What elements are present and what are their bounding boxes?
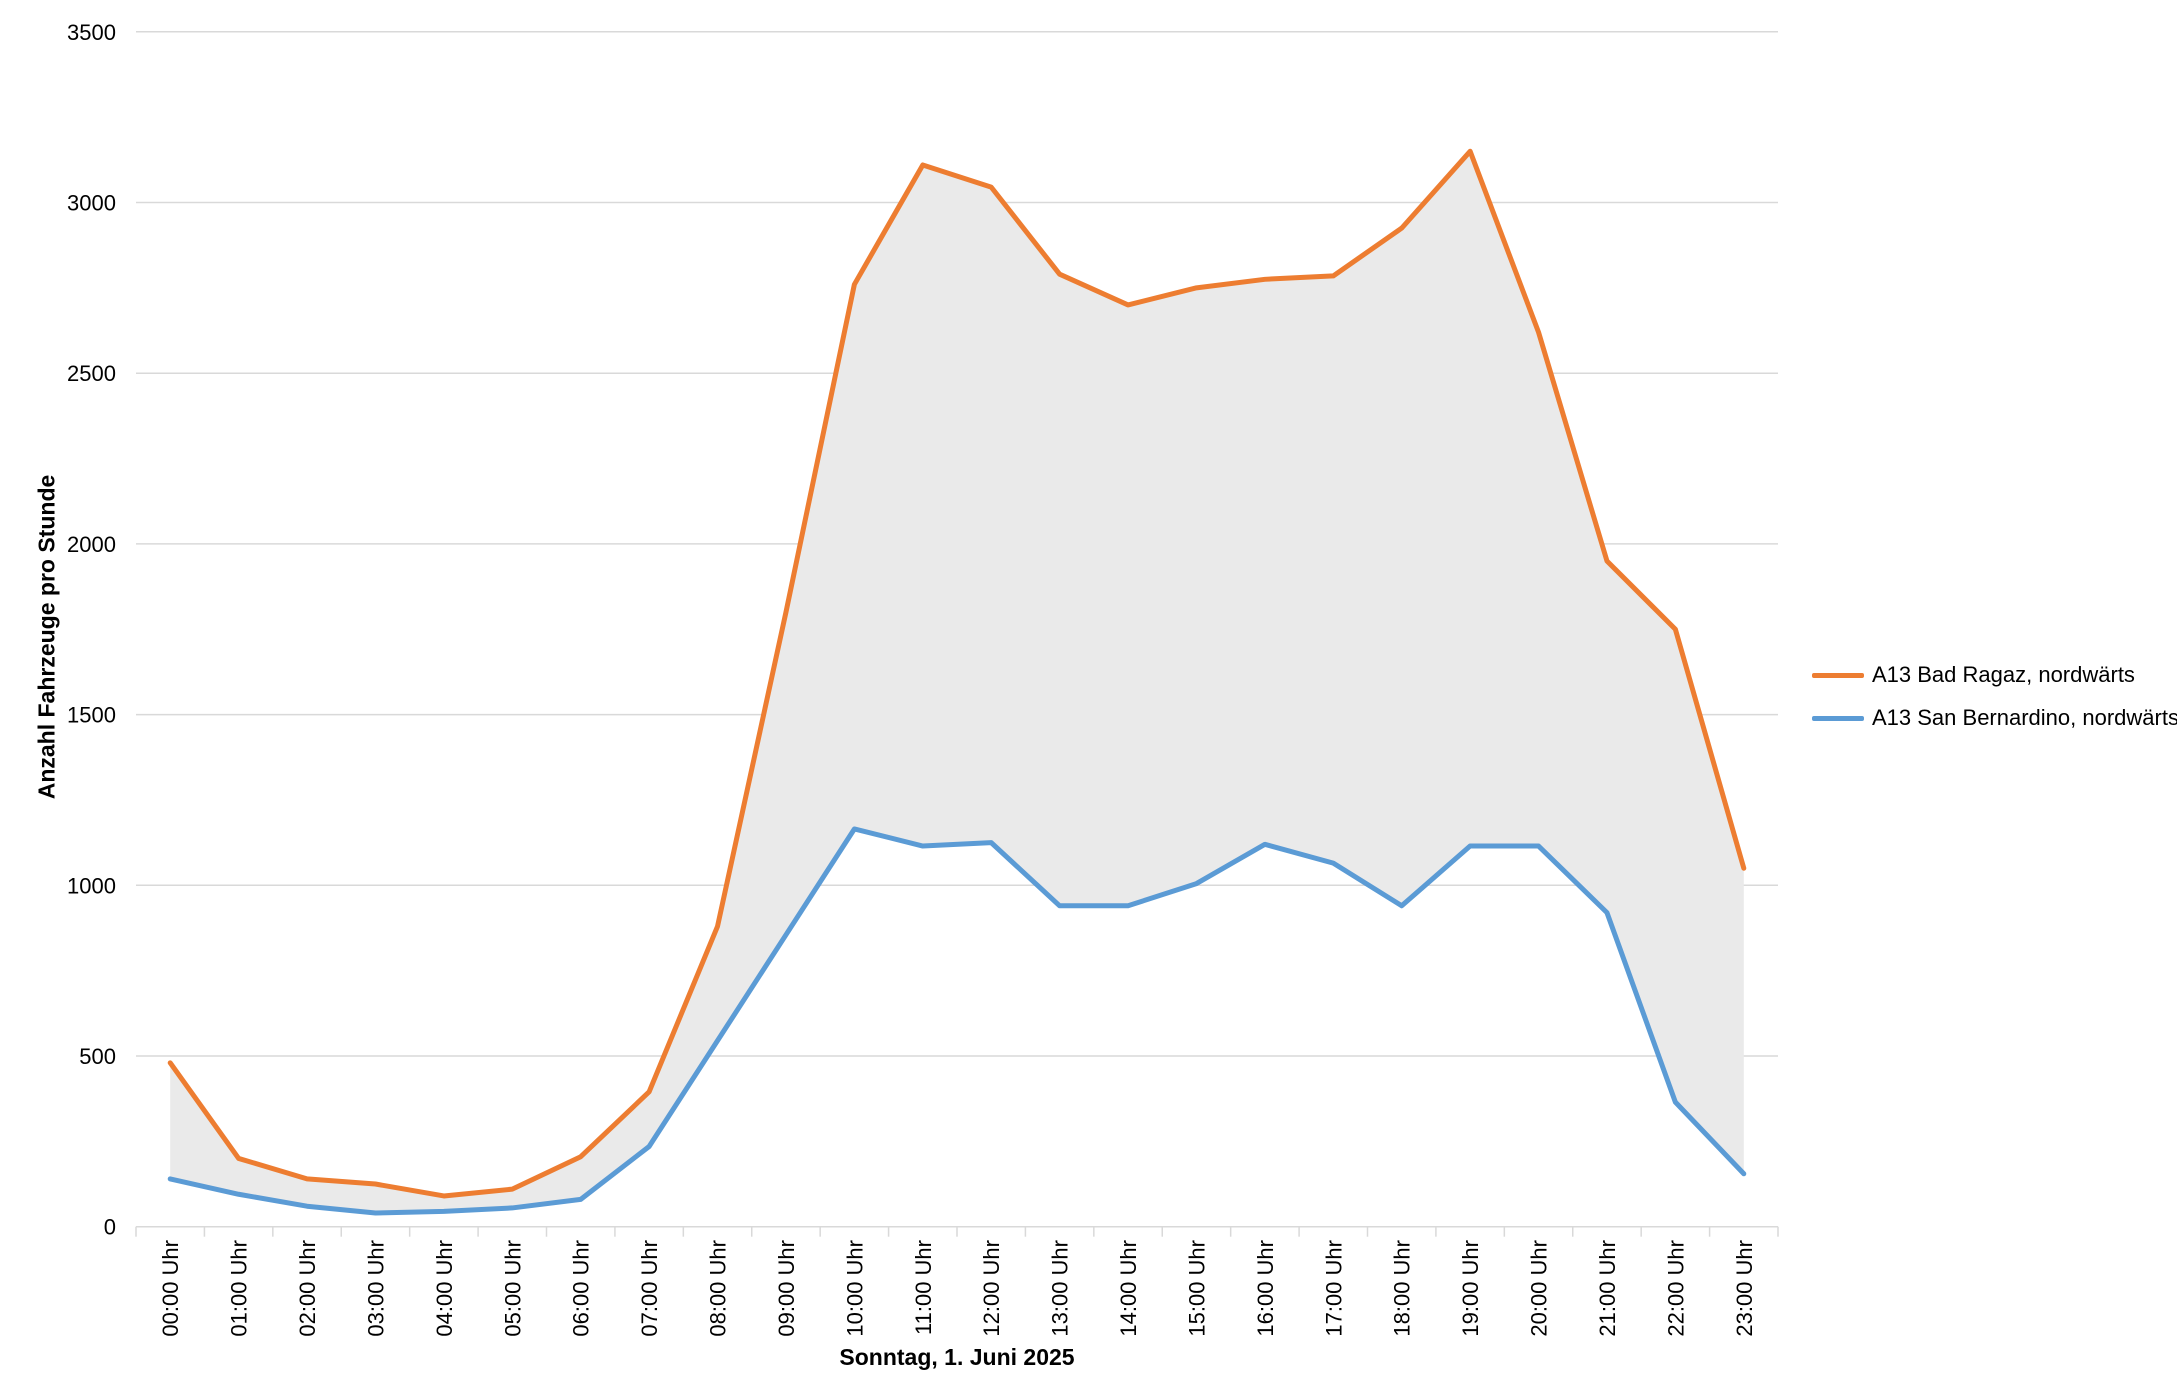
legend-label-san-bernardino: A13 San Bernardino, nordwärts bbox=[1872, 705, 2177, 730]
series-band-fill bbox=[170, 151, 1744, 1214]
x-tick-label: 02:00 Uhr bbox=[295, 1240, 320, 1337]
x-tick-label: 18:00 Uhr bbox=[1390, 1240, 1415, 1337]
legend-item-bad-ragaz: A13 Bad Ragaz, nordwärts bbox=[1812, 662, 2177, 688]
y-tick-label: 2500 bbox=[67, 361, 116, 386]
x-tick-label: 11:00 Uhr bbox=[911, 1240, 936, 1335]
x-tick-label: 17:00 Uhr bbox=[1321, 1240, 1346, 1337]
line-a13-san-bernardino-nordw-rts bbox=[167, 826, 1747, 1216]
x-tick-label: 10:00 Uhr bbox=[842, 1240, 867, 1337]
x-axis-title: Sonntag, 1. Juni 2025 bbox=[839, 1344, 1075, 1370]
y-tick-label: 0 bbox=[104, 1215, 116, 1240]
legend-swatch-san-bernardino bbox=[1812, 715, 1864, 721]
x-tick-label: 09:00 Uhr bbox=[774, 1240, 799, 1337]
line-a13-bad-ragaz-nordw-rts bbox=[167, 148, 1747, 1199]
x-tick-marks bbox=[135, 1226, 1779, 1237]
y-tick-label: 500 bbox=[79, 1044, 116, 1069]
y-tick-label: 3500 bbox=[67, 20, 116, 45]
x-tick-label: 08:00 Uhr bbox=[706, 1240, 731, 1337]
x-tick-label: 06:00 Uhr bbox=[569, 1240, 594, 1337]
x-tick-label: 00:00 Uhr bbox=[158, 1240, 183, 1337]
x-tick-label: 15:00 Uhr bbox=[1184, 1240, 1209, 1337]
y-tick-label: 1500 bbox=[67, 703, 116, 728]
x-tick-label: 19:00 Uhr bbox=[1458, 1240, 1483, 1337]
x-tick-label: 01:00 Uhr bbox=[227, 1240, 252, 1337]
y-tick-label: 1000 bbox=[67, 873, 116, 898]
legend: A13 Bad Ragaz, nordwärts A13 San Bernard… bbox=[1812, 662, 2177, 731]
x-tick-label: 03:00 Uhr bbox=[363, 1240, 388, 1337]
y-tick-label: 3000 bbox=[67, 191, 116, 216]
x-tick-label: 14:00 Uhr bbox=[1116, 1240, 1141, 1337]
x-tick-label: 22:00 Uhr bbox=[1663, 1240, 1688, 1337]
legend-item-san-bernardino: A13 San Bernardino, nordwärts bbox=[1812, 705, 2177, 731]
x-tick-label: 07:00 Uhr bbox=[637, 1240, 662, 1337]
legend-label-bad-ragaz: A13 Bad Ragaz, nordwärts bbox=[1872, 662, 2135, 687]
x-tick-label: 12:00 Uhr bbox=[979, 1240, 1004, 1337]
x-tick-label: 20:00 Uhr bbox=[1527, 1240, 1552, 1337]
series-line-0 bbox=[167, 148, 1747, 1199]
y-axis-title: Anzahl Fahrzeuge pro Stunde bbox=[33, 474, 60, 800]
band-between-series bbox=[170, 151, 1744, 1214]
y-tick-label: 2000 bbox=[67, 532, 116, 557]
x-tick-label: 16:00 Uhr bbox=[1253, 1240, 1278, 1337]
x-tick-labels: 00:00 Uhr 01:00 Uhr 02:00 Uhr 03:00 Uhr 04:0… bbox=[158, 1240, 1757, 1337]
x-tick-label: 04:00 Uhr bbox=[432, 1240, 457, 1337]
x-tick-label: 13:00 Uhr bbox=[1048, 1240, 1073, 1337]
x-tick-label: 21:00 Uhr bbox=[1595, 1240, 1620, 1337]
x-tick-label: 23:00 Uhr bbox=[1732, 1240, 1757, 1337]
x-tick-label: 05:00 Uhr bbox=[500, 1240, 525, 1337]
series-line-1 bbox=[167, 826, 1747, 1216]
y-tick-labels: 0 500 1000 1500 2000 2500 3000 3500 bbox=[67, 20, 116, 1240]
legend-swatch-bad-ragaz bbox=[1812, 672, 1864, 678]
